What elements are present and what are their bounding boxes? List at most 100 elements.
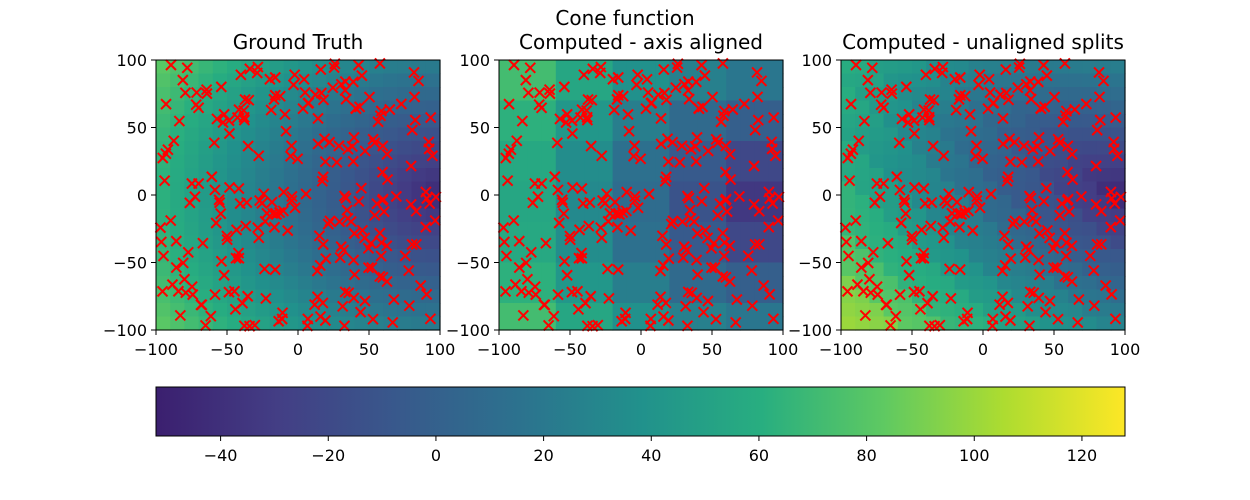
heatmap-cell <box>641 235 656 250</box>
heatmap-cell <box>940 100 956 115</box>
sample-marker <box>660 94 673 106</box>
sample-marker <box>333 216 346 228</box>
sample-marker <box>928 94 940 106</box>
heatmap-cell <box>940 127 956 142</box>
heatmap-cell <box>1011 316 1027 331</box>
sample-marker <box>753 205 765 217</box>
heatmap-cell <box>641 303 656 318</box>
heatmap-cell <box>255 276 271 291</box>
sample-marker <box>696 101 709 113</box>
heatmap-cell <box>641 127 656 142</box>
heatmap-cell <box>1054 303 1069 318</box>
heatmap-cell <box>768 316 784 331</box>
sample-marker <box>288 69 301 81</box>
heatmap-cell <box>269 168 285 183</box>
heatmap-cell <box>340 168 356 183</box>
heatmap-cell <box>326 181 342 196</box>
sample-marker <box>252 150 265 162</box>
heatmap-cell <box>1110 60 1126 75</box>
heatmap-cell <box>841 208 856 223</box>
heatmap-cell <box>198 222 214 237</box>
heatmap-cell <box>598 249 614 264</box>
heatmap-cell <box>1011 235 1027 250</box>
sample-marker <box>840 236 853 248</box>
sample-marker <box>748 198 760 211</box>
heatmap-cell <box>541 289 557 304</box>
heatmap-cell <box>354 195 370 210</box>
sample-marker <box>285 140 298 152</box>
heatmap-cell <box>655 141 670 156</box>
heatmap-cell <box>369 73 384 88</box>
sample-marker <box>566 181 579 194</box>
heatmap-cell <box>425 235 441 250</box>
sample-marker <box>178 273 191 285</box>
sample-marker <box>1114 214 1126 227</box>
sample-marker <box>1004 155 1017 168</box>
sample-marker <box>996 291 1009 303</box>
sample-marker <box>962 205 975 217</box>
heatmap-cell <box>397 208 413 223</box>
sample-marker <box>1004 314 1017 327</box>
heatmap-cell <box>513 141 528 156</box>
heatmap-cell <box>369 303 384 318</box>
heatmap-cell <box>726 249 741 264</box>
heatmap-cell <box>326 262 342 277</box>
sample-marker <box>561 269 573 281</box>
sample-marker <box>674 156 686 169</box>
heatmap-cell <box>184 222 200 237</box>
heatmap-cell <box>768 289 784 304</box>
heatmap-cell <box>1082 316 1098 331</box>
heatmap-cell <box>968 168 984 183</box>
heatmap-cell <box>198 114 214 129</box>
sample-marker <box>406 124 418 136</box>
sample-marker <box>516 115 529 127</box>
heatmap-cell <box>1011 168 1027 183</box>
sample-marker <box>953 221 966 233</box>
heatmap-cell <box>754 303 770 318</box>
heatmap-cell <box>283 208 299 223</box>
sample-marker <box>943 263 956 275</box>
panels: Ground Truth−100 −50 0 50 100100500−50−100Co… <box>103 30 1140 359</box>
heatmap-cell <box>883 316 899 331</box>
heatmap-cell <box>598 114 614 129</box>
sample-marker <box>742 250 754 262</box>
sample-marker <box>532 190 544 203</box>
heatmap-cell <box>612 60 628 75</box>
heatmap-cell <box>626 249 642 264</box>
sample-marker <box>1097 75 1110 87</box>
heatmap-cell <box>298 114 313 129</box>
heatmap-cell <box>883 222 899 237</box>
heatmap-cell <box>499 127 514 142</box>
heatmap-cell <box>570 208 585 223</box>
heatmap-cell <box>1054 87 1069 102</box>
heatmap-cell <box>584 235 599 250</box>
sample-marker <box>913 285 926 297</box>
sample-marker <box>499 285 512 298</box>
heatmap-cell <box>683 168 699 183</box>
heatmap-cell <box>584 208 599 223</box>
heatmap-cell <box>156 114 171 129</box>
heatmap-cell <box>283 141 299 156</box>
heatmap-cell <box>983 303 998 318</box>
heatmap-cell <box>499 73 514 88</box>
heatmap-cell <box>641 249 656 264</box>
sample-marker <box>520 257 532 269</box>
sample-marker <box>898 194 910 206</box>
sample-marker <box>540 237 552 249</box>
heatmap-cell <box>312 168 327 183</box>
sample-marker <box>721 205 733 218</box>
sample-marker <box>971 190 983 203</box>
sample-marker <box>576 103 588 116</box>
heatmap-cell <box>768 222 784 237</box>
heatmap-cell <box>754 181 770 196</box>
heatmap-cell <box>740 168 756 183</box>
sample-marker <box>564 233 576 246</box>
sample-marker <box>877 177 890 190</box>
sample-marker <box>197 237 209 249</box>
sample-marker <box>709 261 721 274</box>
heatmap-cell <box>513 303 528 318</box>
heatmap-cell <box>312 73 327 88</box>
heatmap-cell <box>712 154 727 169</box>
heatmap-cell <box>527 127 543 142</box>
sample-marker <box>261 207 273 220</box>
